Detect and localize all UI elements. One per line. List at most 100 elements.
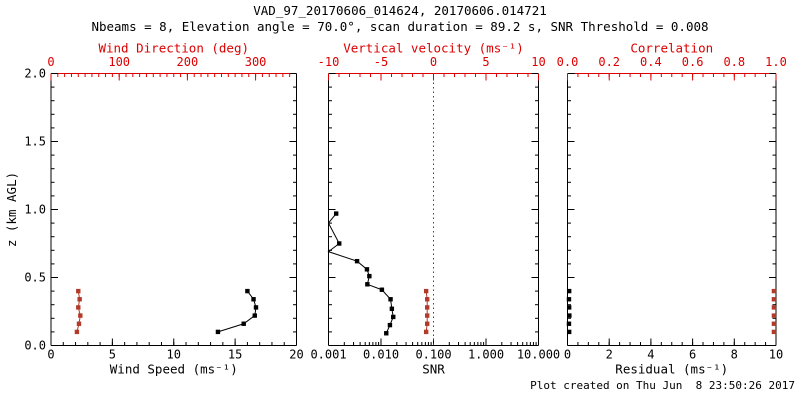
- x-tick-label: 10: [167, 348, 181, 362]
- x-tick-label: 0: [564, 348, 571, 362]
- y-tick-label: 1.0: [24, 203, 46, 217]
- data-point-marker: [354, 258, 360, 264]
- data-point-marker: [252, 313, 257, 318]
- x-tick-label: 0.001: [310, 348, 346, 362]
- wind-panel-bottom-axis: 0 5 10 15 20 Wind Speed (ms⁻¹): [47, 338, 304, 377]
- y-tick-label: 0.5: [24, 271, 46, 285]
- wind-direction-profile: [74, 288, 83, 335]
- top-axis-title: Correlation: [630, 41, 713, 56]
- data-point-marker: [391, 314, 396, 320]
- x-tick-label: 10.000: [517, 348, 560, 362]
- data-point-marker: [566, 288, 572, 294]
- data-point-marker: [771, 297, 777, 302]
- data-point-marker: [364, 267, 370, 272]
- data-point-marker: [771, 313, 777, 318]
- data-point-marker: [241, 321, 246, 326]
- data-point-marker: [567, 313, 572, 318]
- top-tick-label: 0.8: [723, 55, 745, 69]
- x-tick-label: 4: [647, 348, 654, 362]
- top-tick-label: 1.0: [765, 55, 787, 69]
- data-point-marker: [215, 329, 221, 335]
- data-point-marker: [387, 322, 393, 328]
- x-tick-label: 6: [689, 348, 696, 362]
- x-tick-label: 1.000: [468, 348, 504, 362]
- x-tick-label: 15: [228, 348, 242, 362]
- data-point-marker: [76, 288, 81, 294]
- y-tick-label: 2.0: [24, 67, 46, 81]
- data-point-marker: [566, 297, 572, 302]
- vertical-velocity-profile: [423, 288, 430, 335]
- data-point-marker: [566, 305, 572, 310]
- x-tick-label: 5: [109, 348, 116, 362]
- snr-panel: 0.001 0.010 0.100 1.000 10.000 SNR -10 -5 0 5 10 Ve…: [310, 41, 560, 377]
- data-point-marker: [76, 305, 81, 310]
- snr-panel-bottom-axis: 0.001 0.010 0.100 1.000 10.000 SNR: [310, 338, 560, 377]
- bottom-axis-title: SNR: [422, 362, 445, 377]
- residual-panel-top-axis: 0.0 0.2 0.4 0.6 0.8 1.0 Correlation: [557, 41, 787, 81]
- data-point-marker: [771, 305, 777, 310]
- x-tick-label: 10: [769, 348, 783, 362]
- data-point-marker: [388, 297, 393, 302]
- data-point-marker: [425, 297, 430, 302]
- top-tick-label: 0.2: [598, 55, 620, 69]
- data-point-marker: [367, 273, 372, 279]
- y-tick-label: 0.0: [24, 339, 46, 353]
- data-point-marker: [425, 305, 430, 310]
- x-tick-label: 0.010: [363, 348, 399, 362]
- y-ticks: [51, 73, 297, 346]
- data-point-marker: [379, 287, 385, 292]
- top-axis-title: Wind Direction (deg): [98, 41, 249, 56]
- top-tick-label: 0: [47, 55, 54, 69]
- top-tick-label: -10: [318, 55, 340, 69]
- top-tick-label: 0.4: [640, 55, 662, 69]
- plot-title: VAD_97_20170606_014624, 20170606.014721: [253, 3, 547, 18]
- y-tick-label: 1.5: [24, 135, 46, 149]
- top-tick-label: 100: [108, 55, 130, 69]
- data-point-marker: [566, 329, 572, 335]
- residual-profile: [566, 288, 572, 335]
- x-tick-label: 8: [731, 348, 738, 362]
- x-tick-label: 0.100: [415, 348, 451, 362]
- top-tick-label: 0.6: [682, 55, 704, 69]
- data-point-marker: [251, 297, 256, 302]
- data-point-marker: [423, 288, 429, 294]
- residual-panel-bottom-axis: 0 2 4 6 8 10 Residual (ms⁻¹): [564, 338, 783, 377]
- data-point-marker: [333, 211, 339, 216]
- snr-panel-top-axis: -10 -5 0 5 10 Vertical velocity (ms⁻¹): [318, 41, 546, 81]
- data-point-marker: [74, 329, 80, 335]
- data-point-marker: [425, 321, 430, 326]
- top-tick-label: -5: [374, 55, 388, 69]
- wind-speed-profile: [215, 288, 259, 335]
- data-point-marker: [425, 313, 430, 318]
- top-tick-label: 0: [430, 55, 437, 69]
- data-point-marker: [365, 282, 370, 287]
- data-point-marker: [77, 297, 82, 302]
- x-tick-label: 20: [289, 348, 303, 362]
- correlation-profile: [771, 288, 777, 335]
- data-point-marker: [771, 321, 777, 326]
- data-point-marker: [389, 306, 395, 311]
- data-point-marker: [771, 288, 777, 294]
- top-tick-label: 10: [531, 55, 545, 69]
- data-point-marker: [78, 313, 83, 318]
- snr-profile: [327, 211, 396, 336]
- data-point-marker: [253, 305, 259, 310]
- data-point-marker: [771, 329, 777, 335]
- data-point-marker: [76, 321, 82, 326]
- plot-subtitle: Nbeams = 8, Elevation angle = 70.0°, sca…: [91, 19, 709, 34]
- top-axis-title: Vertical velocity (ms⁻¹): [343, 41, 524, 56]
- top-tick-label: 0.0: [557, 55, 579, 69]
- y-ticks: [328, 73, 539, 346]
- top-tick-label: 200: [177, 55, 199, 69]
- y-ticks: [567, 73, 776, 346]
- top-tick-label: 5: [482, 55, 489, 69]
- data-point-marker: [384, 331, 389, 336]
- data-point-marker: [337, 241, 342, 246]
- data-point-marker: [423, 329, 429, 335]
- residual-panel: 0 2 4 6 8 10 Residual (ms⁻¹) 0.0 0.2 0.4 0.6 0.8 1.0…: [557, 41, 787, 377]
- data-point-marker: [245, 288, 250, 294]
